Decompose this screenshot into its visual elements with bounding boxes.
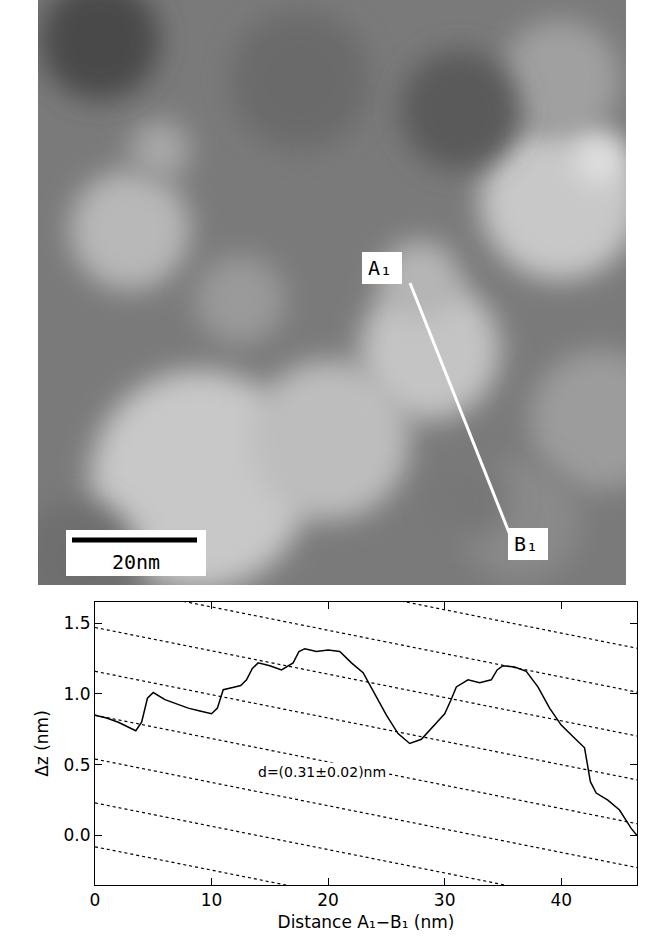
svg-text:20: 20: [317, 890, 339, 910]
svg-text:0: 0: [90, 890, 101, 910]
svg-text:B₁: B₁: [514, 532, 538, 556]
svg-text:1.5: 1.5: [64, 613, 91, 633]
svg-text:0.0: 0.0: [64, 825, 91, 845]
svg-text:10: 10: [201, 890, 223, 910]
svg-text:30: 30: [434, 890, 456, 910]
svg-text:Δz (nm): Δz (nm): [32, 710, 52, 777]
svg-text:A₁: A₁: [368, 256, 392, 280]
svg-text:40: 40: [550, 890, 572, 910]
svg-text:0.5: 0.5: [64, 755, 91, 775]
svg-text:1.0: 1.0: [64, 684, 91, 704]
svg-text:20nm: 20nm: [112, 550, 160, 574]
svg-text:d=(0.31±0.02)nm: d=(0.31±0.02)nm: [258, 764, 386, 780]
svg-text:Distance A₁−B₁ (nm): Distance A₁−B₁ (nm): [278, 912, 455, 932]
